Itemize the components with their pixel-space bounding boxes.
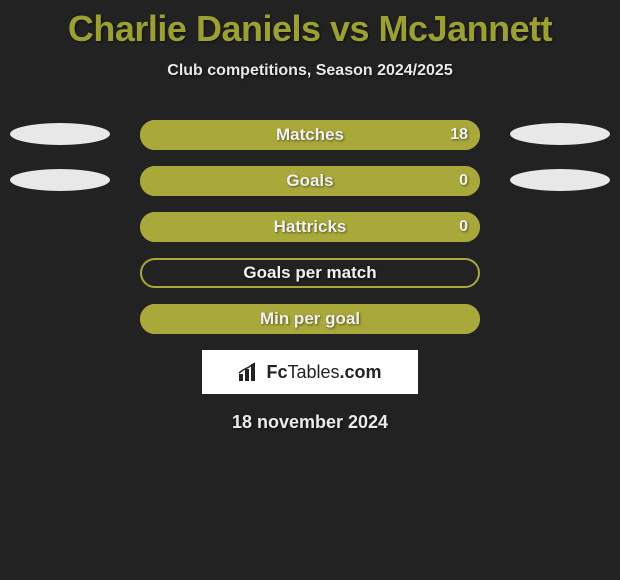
stat-bar: Min per goal (140, 304, 480, 334)
stat-bar-fill (140, 166, 480, 196)
logo-brand-a: Fc (266, 362, 287, 382)
stat-bar: Matches18 (140, 120, 480, 150)
player-left-marker (10, 123, 110, 145)
stat-bar-fill (140, 304, 480, 334)
stat-row: Hattricks0 (0, 212, 620, 242)
stat-value: 18 (450, 120, 468, 150)
logo-brand-b: Tables (287, 362, 339, 382)
stat-row: Matches18 (0, 120, 620, 150)
stat-row: Min per goal (0, 304, 620, 334)
stat-value: 0 (459, 166, 468, 196)
stat-rows: Matches18 Goals0 Hattricks0 Goals per match… (0, 120, 620, 334)
stat-value: 0 (459, 212, 468, 242)
snapshot-date: 18 november 2024 (0, 412, 620, 433)
chart-icon (238, 362, 260, 382)
fctables-logo: FcTables.com (202, 350, 418, 394)
stat-bar-outline (140, 258, 480, 288)
logo-suffix: .com (340, 362, 382, 382)
stat-bar: Hattricks0 (140, 212, 480, 242)
logo-text: FcTables.com (266, 362, 381, 383)
player-right-marker (510, 169, 610, 191)
stat-bar-fill (140, 212, 480, 242)
subtitle: Club competitions, Season 2024/2025 (0, 62, 620, 80)
player-left-marker (10, 169, 110, 191)
stat-row: Goals per match (0, 258, 620, 288)
stat-bar: Goals per match (140, 258, 480, 288)
page-title: Charlie Daniels vs McJannett (0, 0, 620, 50)
player-right-marker (510, 123, 610, 145)
stat-bar: Goals0 (140, 166, 480, 196)
stat-row: Goals0 (0, 166, 620, 196)
stat-bar-fill (140, 120, 480, 150)
